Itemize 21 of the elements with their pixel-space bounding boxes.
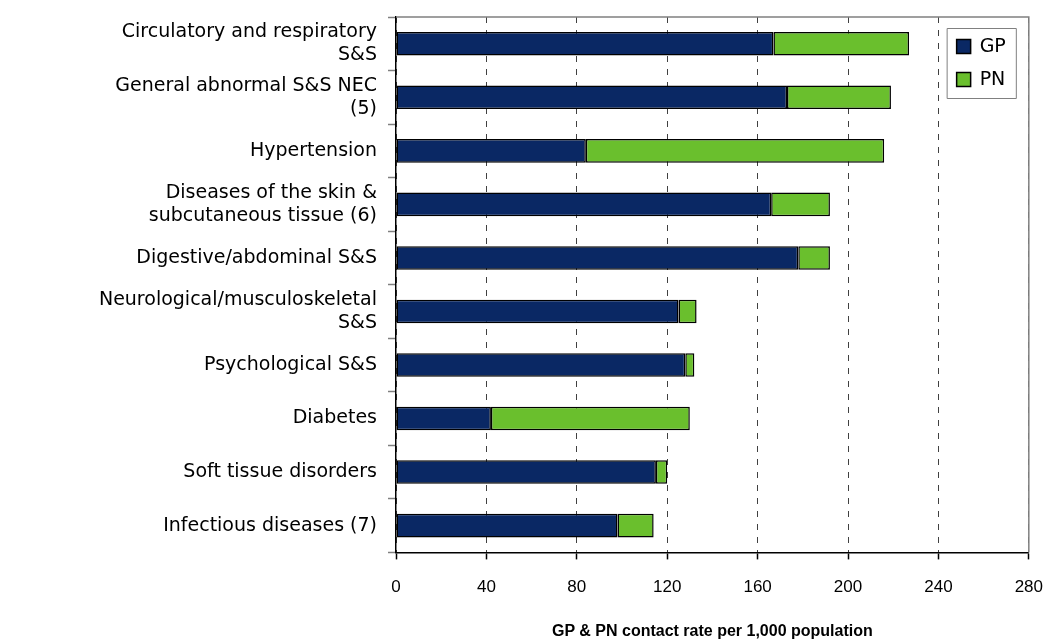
- y-tick-label: Infectious diseases (7): [163, 512, 377, 535]
- y-tick-label: Diseases of the skin & subcutaneous tissue (6): [148, 179, 378, 225]
- x-tick-label: 120: [653, 577, 682, 597]
- x-tick-label: 280: [1014, 577, 1044, 597]
- x-tick-label: 240: [924, 577, 953, 597]
- y-tick-label: Soft tissue disorders: [183, 459, 377, 482]
- x-tick-label: 160: [743, 577, 772, 597]
- y-tick-label: Diabetes: [292, 405, 377, 428]
- x-axis-title: GP & PN contact rate per 1,000 population: [552, 621, 873, 639]
- legend-label: GP: [979, 34, 1006, 57]
- y-tick-label: Digestive/abdominal S&S: [136, 244, 377, 267]
- x-tick-label: 0: [391, 577, 401, 597]
- x-tick-label: 80: [567, 577, 587, 597]
- x-tick-label: 40: [476, 577, 496, 597]
- y-tick-label: Psychological S&S: [204, 351, 377, 374]
- y-tick-label: General abnormal S&S NEC (5): [115, 72, 377, 118]
- y-tick-label: Neurological/musculoskeletal S&S: [98, 287, 377, 332]
- y-tick-label: Circulatory and respiratory S&S: [121, 19, 377, 65]
- y-tick-label: Hypertension: [249, 137, 377, 160]
- legend-label: PN: [979, 67, 1006, 90]
- x-tick-label: 200: [833, 577, 863, 597]
